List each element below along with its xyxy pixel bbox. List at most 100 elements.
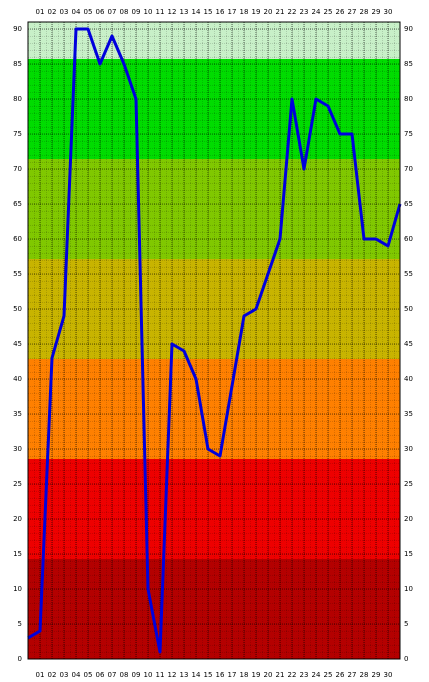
y-tick-label-right: 15: [404, 550, 413, 558]
y-tick-label: 0: [18, 655, 22, 663]
x-tick-label-bottom: 12: [168, 671, 177, 679]
y-tick-label: 10: [13, 585, 22, 593]
x-tick-label-bottom: 11: [156, 671, 165, 679]
x-tick-label-bottom: 30: [384, 671, 393, 679]
x-tick-label: 08: [120, 8, 129, 16]
x-tick-label: 05: [84, 8, 93, 16]
y-tick-label: 80: [13, 95, 22, 103]
x-tick-label-bottom: 05: [84, 671, 93, 679]
x-tick-label: 29: [372, 8, 381, 16]
y-tick-label: 55: [13, 270, 22, 278]
y-tick-label: 35: [13, 410, 22, 418]
x-tick-label-bottom: 10: [144, 671, 153, 679]
x-tick-label: 04: [72, 8, 81, 16]
y-tick-label-right: 35: [404, 410, 413, 418]
x-tick-label: 26: [336, 8, 345, 16]
x-tick-label: 10: [144, 8, 153, 16]
y-tick-label-right: 25: [404, 480, 413, 488]
x-tick-label-bottom: 28: [360, 671, 369, 679]
y-tick-label-right: 20: [404, 515, 413, 523]
y-tick-label-right: 45: [404, 340, 413, 348]
y-tick-label-right: 85: [404, 60, 413, 68]
x-tick-label: 23: [300, 8, 309, 16]
x-tick-label: 07: [108, 8, 117, 16]
y-tick-label: 40: [13, 375, 22, 383]
x-tick-label-bottom: 14: [192, 671, 201, 679]
x-tick-label-bottom: 19: [252, 671, 261, 679]
y-tick-label-right: 65: [404, 200, 413, 208]
x-tick-label: 06: [96, 8, 105, 16]
x-tick-label: 27: [348, 8, 357, 16]
x-tick-label: 18: [240, 8, 249, 16]
x-tick-label-bottom: 21: [276, 671, 285, 679]
x-tick-label: 20: [264, 8, 273, 16]
x-tick-label-bottom: 01: [36, 671, 45, 679]
y-tick-label-right: 50: [404, 305, 413, 313]
x-tick-label-bottom: 13: [180, 671, 189, 679]
x-tick-label: 19: [252, 8, 261, 16]
x-tick-label: 01: [36, 8, 45, 16]
x-tick-label: 14: [192, 8, 201, 16]
y-tick-label-right: 90: [404, 25, 413, 33]
y-tick-label: 65: [13, 200, 22, 208]
x-tick-label-bottom: 06: [96, 671, 105, 679]
x-tick-label: 30: [384, 8, 393, 16]
x-tick-label-bottom: 15: [204, 671, 213, 679]
x-tick-label-bottom: 16: [216, 671, 225, 679]
y-tick-label: 25: [13, 480, 22, 488]
y-tick-label: 60: [13, 235, 22, 243]
y-tick-label: 85: [13, 60, 22, 68]
x-tick-label: 12: [168, 8, 177, 16]
y-tick-label-right: 60: [404, 235, 413, 243]
y-tick-label-right: 40: [404, 375, 413, 383]
x-tick-label: 03: [60, 8, 69, 16]
x-tick-label: 02: [48, 8, 57, 16]
y-tick-label: 75: [13, 130, 22, 138]
x-tick-label-bottom: 07: [108, 671, 117, 679]
x-tick-label: 17: [228, 8, 237, 16]
y-tick-label-right: 80: [404, 95, 413, 103]
x-tick-label-bottom: 02: [48, 671, 57, 679]
y-tick-label-right: 30: [404, 445, 413, 453]
x-tick-label-bottom: 23: [300, 671, 309, 679]
y-tick-label: 5: [18, 620, 22, 628]
x-tick-label-bottom: 26: [336, 671, 345, 679]
y-tick-label: 45: [13, 340, 22, 348]
y-tick-label: 20: [13, 515, 22, 523]
y-tick-label: 90: [13, 25, 22, 33]
plot-frame: [27, 21, 401, 660]
x-tick-label: 25: [324, 8, 333, 16]
x-tick-label-bottom: 20: [264, 671, 273, 679]
y-tick-label: 70: [13, 165, 22, 173]
y-tick-label-right: 0: [404, 655, 408, 663]
x-tick-label-bottom: 22: [288, 671, 297, 679]
x-tick-label-bottom: 03: [60, 671, 69, 679]
x-tick-label-bottom: 27: [348, 671, 357, 679]
x-tick-label-bottom: 18: [240, 671, 249, 679]
x-tick-label: 09: [132, 8, 141, 16]
x-tick-label: 28: [360, 8, 369, 16]
y-tick-label: 30: [13, 445, 22, 453]
y-tick-label-right: 55: [404, 270, 413, 278]
line: [27, 27, 402, 654]
x-tick-label-bottom: 17: [228, 671, 237, 679]
x-tick-label: 16: [216, 8, 225, 16]
x-tick-label-bottom: 24: [312, 671, 321, 679]
x-tick-label: 24: [312, 8, 321, 16]
x-tick-label: 21: [276, 8, 285, 16]
x-tick-label: 15: [204, 8, 213, 16]
x-tick-label: 22: [288, 8, 297, 16]
x-tick-label-bottom: 04: [72, 671, 81, 679]
x-tick-label-bottom: 08: [120, 671, 129, 679]
y-tick-label-right: 10: [404, 585, 413, 593]
minor-grid: [28, 22, 400, 659]
x-tick-label-bottom: 25: [324, 671, 333, 679]
x-tick-label-bottom: 09: [132, 671, 141, 679]
y-tick-label-right: 5: [404, 620, 408, 628]
y-tick-label: 50: [13, 305, 22, 313]
y-tick-label: 15: [13, 550, 22, 558]
x-tick-label: 13: [180, 8, 189, 16]
x-tick-label-bottom: 29: [372, 671, 381, 679]
y-tick-label-right: 75: [404, 130, 413, 138]
